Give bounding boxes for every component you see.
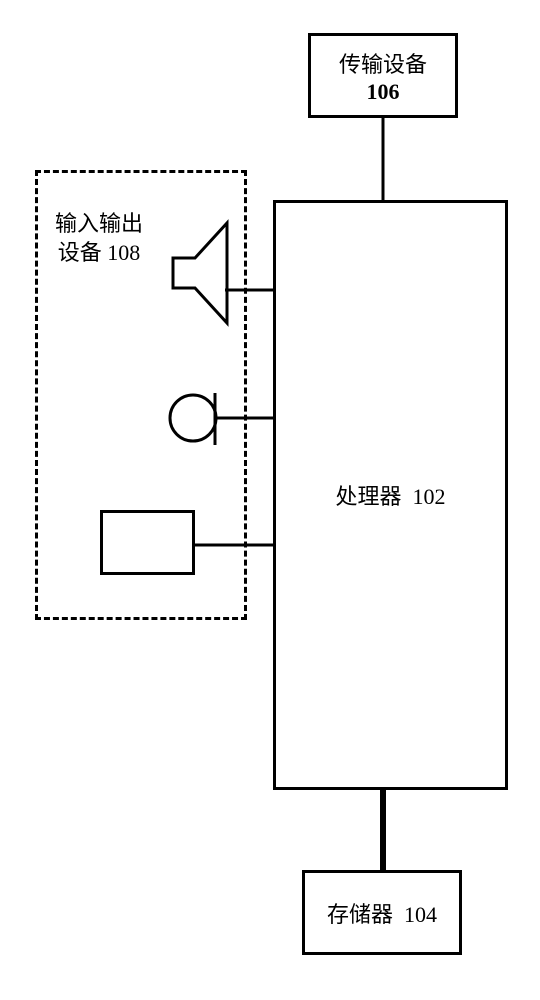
node-processor: 处理器 102: [273, 200, 508, 790]
microphone-icon: [160, 385, 230, 455]
camera-icon: [100, 510, 195, 575]
edge-camera-processor: [195, 543, 273, 547]
edge-microphone-processor: [215, 416, 273, 420]
processor-label-2: 102: [413, 484, 446, 509]
edge-transmission-processor: [381, 118, 385, 200]
io-label-1: 输入输出: [55, 210, 143, 239]
transmission-label-2: 106: [367, 79, 400, 105]
edge-processor-memory: [379, 790, 387, 870]
memory-label-2: 104: [404, 902, 437, 927]
io-group-label: 输入输出 设备 108: [55, 210, 143, 267]
speaker-icon: [160, 215, 240, 335]
memory-label-1: 存储器: [327, 902, 393, 927]
node-memory: 存储器 104: [302, 870, 462, 955]
node-transmission: 传输设备 106: [308, 33, 458, 118]
processor-label-1: 处理器: [335, 484, 401, 509]
io-label-2: 设备 108: [55, 239, 143, 268]
diagram-canvas: 传输设备 106 处理器 102 存储器 104 输入输出 设备 108: [0, 0, 540, 1000]
transmission-label-1: 传输设备: [339, 47, 427, 79]
edge-speaker-processor: [225, 288, 273, 292]
